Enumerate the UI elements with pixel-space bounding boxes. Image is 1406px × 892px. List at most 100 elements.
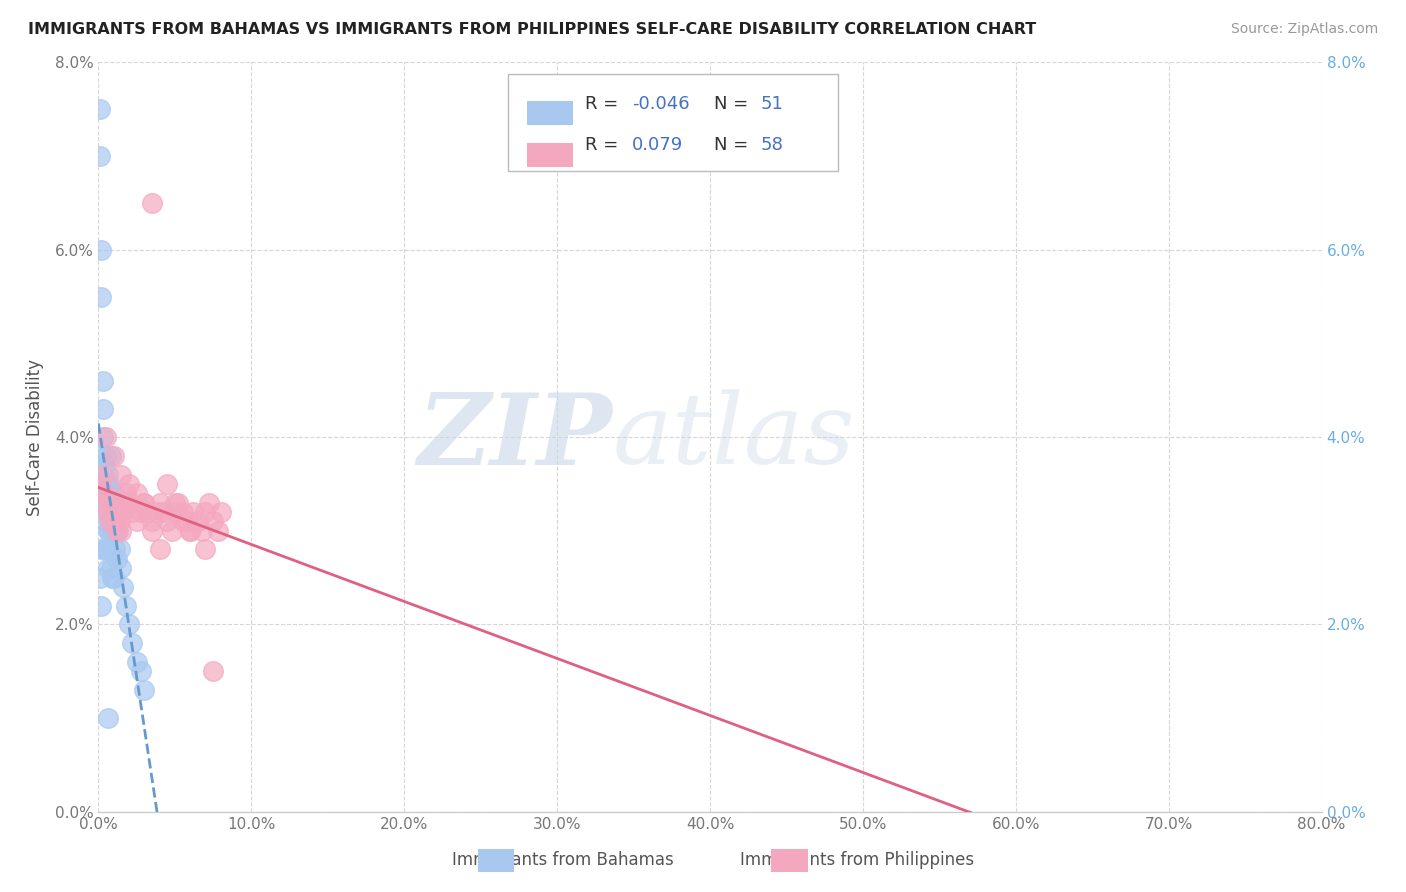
Point <box>105 524 128 538</box>
Point <box>103 449 125 463</box>
Point <box>121 505 143 519</box>
Point <box>91 476 114 491</box>
Point <box>94 449 117 463</box>
Text: atlas: atlas <box>612 390 855 484</box>
Point <box>93 542 115 557</box>
Text: N =: N = <box>714 95 754 112</box>
Point <box>93 486 115 500</box>
Point <box>145 505 167 519</box>
Point <box>167 495 190 509</box>
Point <box>91 401 114 416</box>
Point <box>94 476 117 491</box>
Point <box>98 476 121 491</box>
Point <box>187 514 209 528</box>
FancyBboxPatch shape <box>527 102 574 126</box>
Point <box>136 505 159 519</box>
Point <box>141 195 163 210</box>
Point <box>105 505 128 519</box>
Point <box>149 542 172 557</box>
Text: Source: ZipAtlas.com: Source: ZipAtlas.com <box>1230 22 1378 37</box>
Point <box>202 514 225 528</box>
Point <box>103 505 125 519</box>
Point <box>197 495 219 509</box>
Point <box>94 430 117 444</box>
Point <box>93 514 115 528</box>
Point <box>194 505 217 519</box>
Text: 58: 58 <box>761 136 783 153</box>
FancyBboxPatch shape <box>508 74 838 171</box>
Point <box>115 599 138 613</box>
Point <box>100 449 122 463</box>
Point <box>107 505 129 519</box>
Point <box>134 495 156 509</box>
Point <box>111 580 134 594</box>
Point <box>103 486 125 500</box>
Point <box>97 561 120 575</box>
Point <box>104 495 127 509</box>
Point <box>100 505 122 519</box>
Point <box>89 571 111 585</box>
Point <box>97 495 120 509</box>
Point <box>149 495 172 509</box>
Point <box>129 505 152 519</box>
Point <box>101 524 124 538</box>
Point <box>98 524 121 538</box>
Text: 51: 51 <box>761 95 783 112</box>
Point <box>156 476 179 491</box>
Text: -0.046: -0.046 <box>631 95 689 112</box>
Point <box>98 514 121 528</box>
Point <box>118 617 141 632</box>
Point <box>110 524 132 538</box>
Point <box>156 514 179 528</box>
Text: 0.079: 0.079 <box>631 136 683 153</box>
Text: N =: N = <box>714 136 754 153</box>
Point <box>104 514 127 528</box>
FancyBboxPatch shape <box>527 143 574 167</box>
Point <box>111 505 134 519</box>
Text: Immigrants from Philippines: Immigrants from Philippines <box>740 852 974 870</box>
Point <box>176 514 198 528</box>
Point <box>89 476 111 491</box>
Point <box>104 542 127 557</box>
Point <box>125 514 148 528</box>
Point <box>93 486 115 500</box>
Point <box>129 664 152 679</box>
Point <box>108 514 131 528</box>
Point <box>90 449 112 463</box>
Point <box>103 524 125 538</box>
Text: R =: R = <box>585 136 630 153</box>
Point <box>194 542 217 557</box>
Point <box>209 505 232 519</box>
Text: R =: R = <box>585 95 624 112</box>
Point <box>207 524 229 538</box>
Point <box>110 467 132 482</box>
Point <box>115 486 138 500</box>
Point <box>160 524 183 538</box>
Point <box>191 524 214 538</box>
Point <box>94 495 117 509</box>
Point <box>112 495 135 509</box>
Point <box>118 495 141 509</box>
Point <box>134 683 156 698</box>
Point <box>100 486 122 500</box>
Point <box>141 514 163 528</box>
Point <box>90 243 112 257</box>
Text: IMMIGRANTS FROM BAHAMAS VS IMMIGRANTS FROM PHILIPPINES SELF-CARE DISABILITY CORR: IMMIGRANTS FROM BAHAMAS VS IMMIGRANTS FR… <box>28 22 1036 37</box>
Point <box>141 524 163 538</box>
Point <box>90 599 112 613</box>
Point <box>125 486 148 500</box>
Point <box>91 467 114 482</box>
Point <box>179 524 201 538</box>
Point <box>181 505 204 519</box>
Point <box>101 571 124 585</box>
Point <box>90 486 112 500</box>
Point <box>100 561 122 575</box>
Point <box>91 374 114 388</box>
Point <box>94 505 117 519</box>
Point <box>93 458 115 473</box>
Point <box>179 524 201 538</box>
Point <box>97 711 120 725</box>
Point <box>103 571 125 585</box>
Point <box>163 495 186 509</box>
Point <box>94 542 117 557</box>
